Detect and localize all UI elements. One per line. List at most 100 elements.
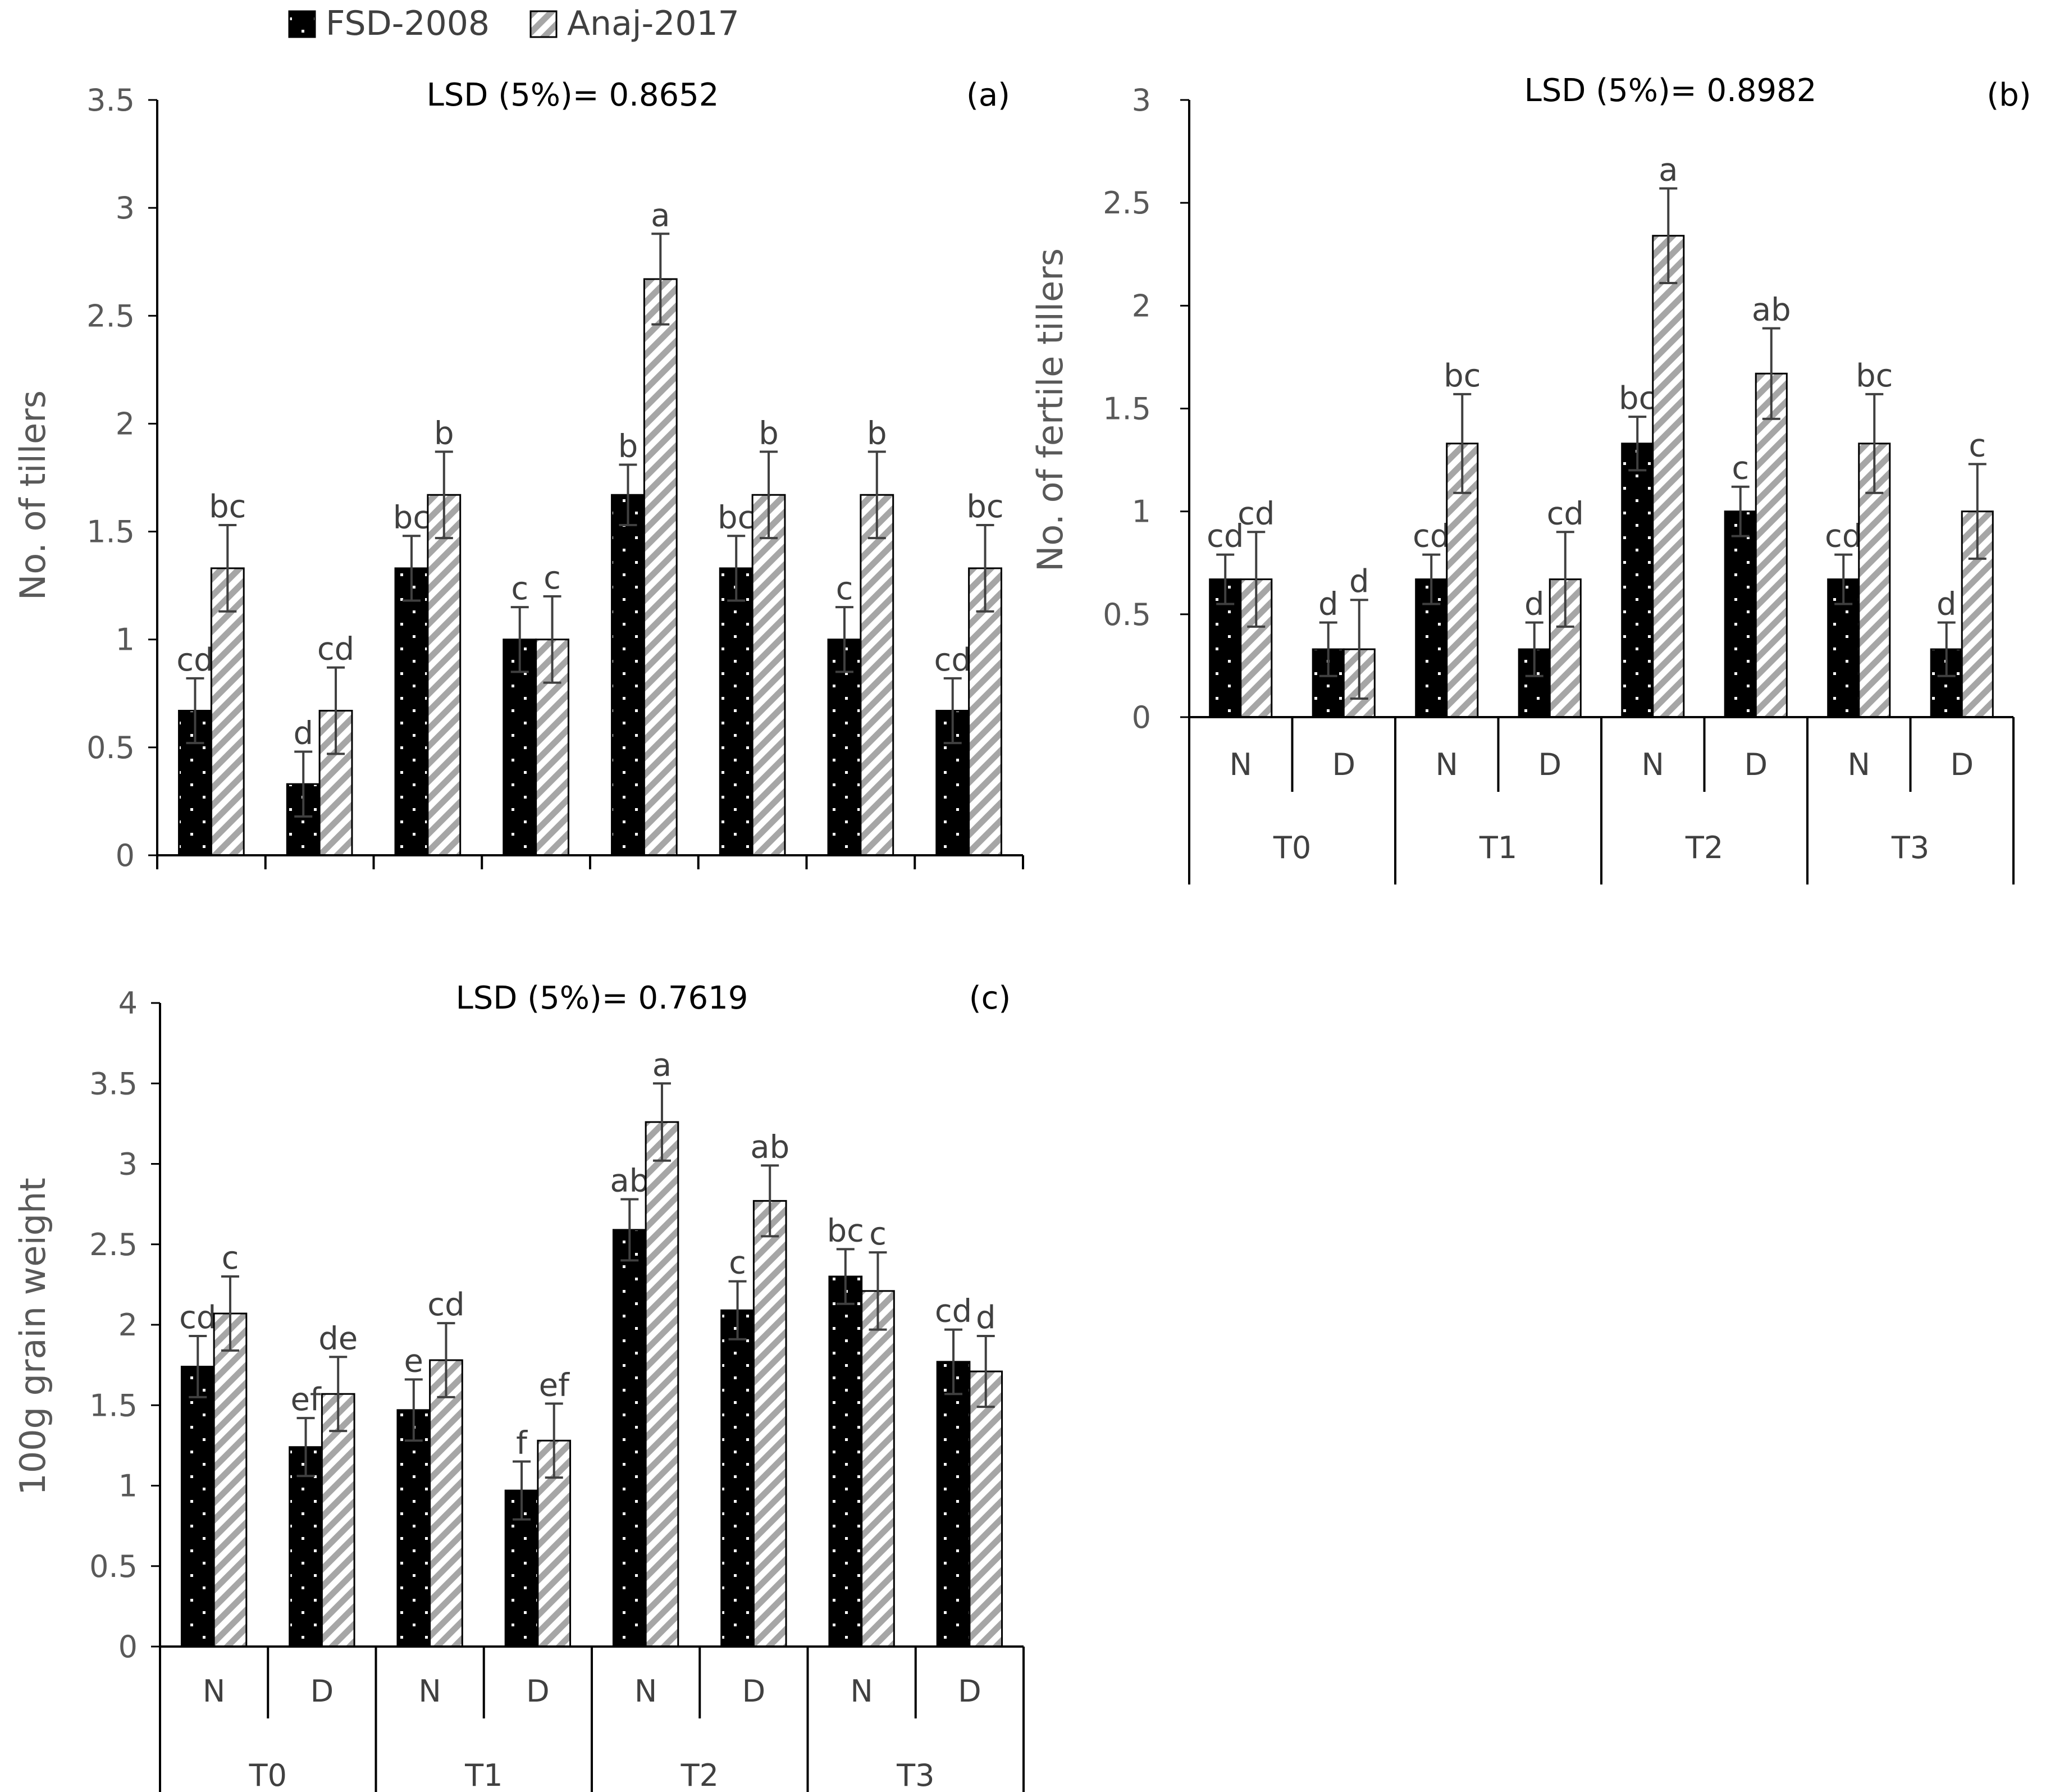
bar-fsd2008 <box>612 1229 647 1648</box>
significance-letter: cd <box>1825 518 1862 555</box>
significance-letter: f <box>516 1425 528 1462</box>
chart-title: LSD (5%)= 0.8652 <box>427 77 719 113</box>
legend-swatch-anaj2017 <box>529 10 558 38</box>
significance-letter: d <box>1937 586 1957 622</box>
significance-letter: b <box>759 415 779 452</box>
x-tick-label: N <box>418 1674 441 1709</box>
bar-fsd2008 <box>719 567 754 856</box>
x-group-label: T2 <box>1685 830 1723 865</box>
significance-letter: bc <box>1856 358 1893 394</box>
significance-letter: a <box>651 197 670 234</box>
chart-panel-c: LSD (5%)= 0.7619 (c) 100g grain weight 0… <box>12 980 1025 1792</box>
bar-fsd2008 <box>396 1409 431 1648</box>
significance-letter: c <box>836 571 853 607</box>
significance-letter: c <box>1969 427 1986 464</box>
y-tick-label: 1 <box>116 622 135 658</box>
significance-letter: cd <box>317 631 354 668</box>
y-tick-label: 1.5 <box>1103 391 1151 427</box>
significance-letter: a <box>1659 152 1678 189</box>
chart-panel-b: LSD (5%)= 0.8982 (b) No. of fertile till… <box>1030 72 2031 884</box>
x-group-label: T2 <box>681 1758 719 1792</box>
y-axis-label: No. of fertile tillers <box>1030 248 1071 572</box>
significance-letter: cd <box>176 642 213 678</box>
bar-anaj2017 <box>751 494 786 856</box>
bar-anaj2017 <box>645 1121 679 1648</box>
bar-anaj2017 <box>429 1359 463 1648</box>
significance-letter: c <box>544 560 561 596</box>
significance-letter: bc <box>718 499 755 536</box>
bar-fsd2008 <box>611 494 645 856</box>
x-tick-label: D <box>1950 747 1974 782</box>
significance-letter: cd <box>935 1293 972 1330</box>
significance-letter: c <box>511 571 528 607</box>
y-tick-label: 2 <box>116 406 135 441</box>
legend-label-anaj2017: Anaj-2017 <box>567 4 739 43</box>
bar-fsd2008 <box>936 1361 971 1648</box>
x-tick-label: N <box>1642 747 1664 782</box>
bar-anaj2017 <box>1755 372 1788 718</box>
y-tick-label: 2.5 <box>1103 185 1151 221</box>
x-tick-label: D <box>958 1674 981 1709</box>
legend-label-fsd2008: FSD-2008 <box>326 4 490 43</box>
x-group-label: T3 <box>896 1758 934 1792</box>
x-tick-label: D <box>310 1674 334 1709</box>
significance-letter: cd <box>1207 518 1244 555</box>
y-tick-label: 3.5 <box>86 83 135 118</box>
bar-anaj2017 <box>1652 235 1685 718</box>
bar-fsd2008 <box>720 1309 755 1648</box>
y-tick-label: 3 <box>118 1147 138 1182</box>
bar-anaj2017 <box>210 567 245 856</box>
x-group-label: T1 <box>464 1758 503 1792</box>
significance-letter: cd <box>427 1287 464 1323</box>
bar-anaj2017 <box>213 1312 248 1648</box>
x-group-label: T0 <box>1273 830 1311 865</box>
bar-anaj2017 <box>861 1290 895 1648</box>
panel-label: (a) <box>966 77 1010 113</box>
bar-fsd2008 <box>289 1446 323 1648</box>
y-tick-label: 2.5 <box>86 298 135 334</box>
bar-anaj2017 <box>969 1370 1003 1648</box>
y-tick-label: 0 <box>116 838 135 873</box>
y-tick-label: 2.5 <box>89 1227 138 1262</box>
significance-letter: cd <box>179 1299 216 1336</box>
significance-letter: ef <box>290 1381 321 1418</box>
chart-title: LSD (5%)= 0.8982 <box>1524 72 1817 109</box>
x-tick-label: N <box>1848 747 1870 782</box>
significance-letter: d <box>976 1299 996 1336</box>
x-tick-label: D <box>526 1674 550 1709</box>
x-tick-label: N <box>850 1674 873 1709</box>
significance-letter: c <box>1732 450 1749 487</box>
y-tick-label: 1 <box>118 1469 138 1504</box>
bar-fsd2008 <box>828 1275 863 1648</box>
y-tick-label: 3 <box>116 190 135 226</box>
y-tick-label: 4 <box>118 986 138 1021</box>
significance-letter: ab <box>610 1163 649 1200</box>
bar-anaj2017 <box>427 494 462 856</box>
bar-anaj2017 <box>860 494 894 856</box>
bar-anaj2017 <box>643 278 678 856</box>
significance-letter: bc <box>966 489 1003 525</box>
chart-title: LSD (5%)= 0.7619 <box>456 980 748 1016</box>
legend: FSD-2008 Anaj-2017 <box>288 4 739 43</box>
y-axis-label: 100g grain weight <box>12 1178 53 1495</box>
significance-letter: ab <box>1752 292 1791 329</box>
panel-label: (c) <box>969 980 1011 1016</box>
y-tick-label: 0 <box>1132 700 1151 735</box>
x-tick-label: N <box>1230 747 1252 782</box>
y-tick-label: 3.5 <box>89 1066 138 1101</box>
panel-label: (b) <box>1986 77 2031 113</box>
bar-fsd2008 <box>1724 510 1757 718</box>
significance-letter: cd <box>934 642 971 678</box>
significance-letter: bc <box>1444 358 1481 394</box>
y-axis-label: No. of tillers <box>12 390 53 600</box>
bar-fsd2008 <box>827 639 862 856</box>
significance-letter: b <box>434 415 454 452</box>
y-tick-label: 1 <box>1132 494 1151 530</box>
significance-letter: c <box>222 1240 239 1276</box>
y-tick-label: 0.5 <box>1103 597 1151 632</box>
significance-letter: d <box>293 715 313 752</box>
significance-letter: e <box>404 1343 423 1379</box>
significance-letter: cd <box>1413 518 1450 555</box>
bar-fsd2008 <box>394 567 429 856</box>
